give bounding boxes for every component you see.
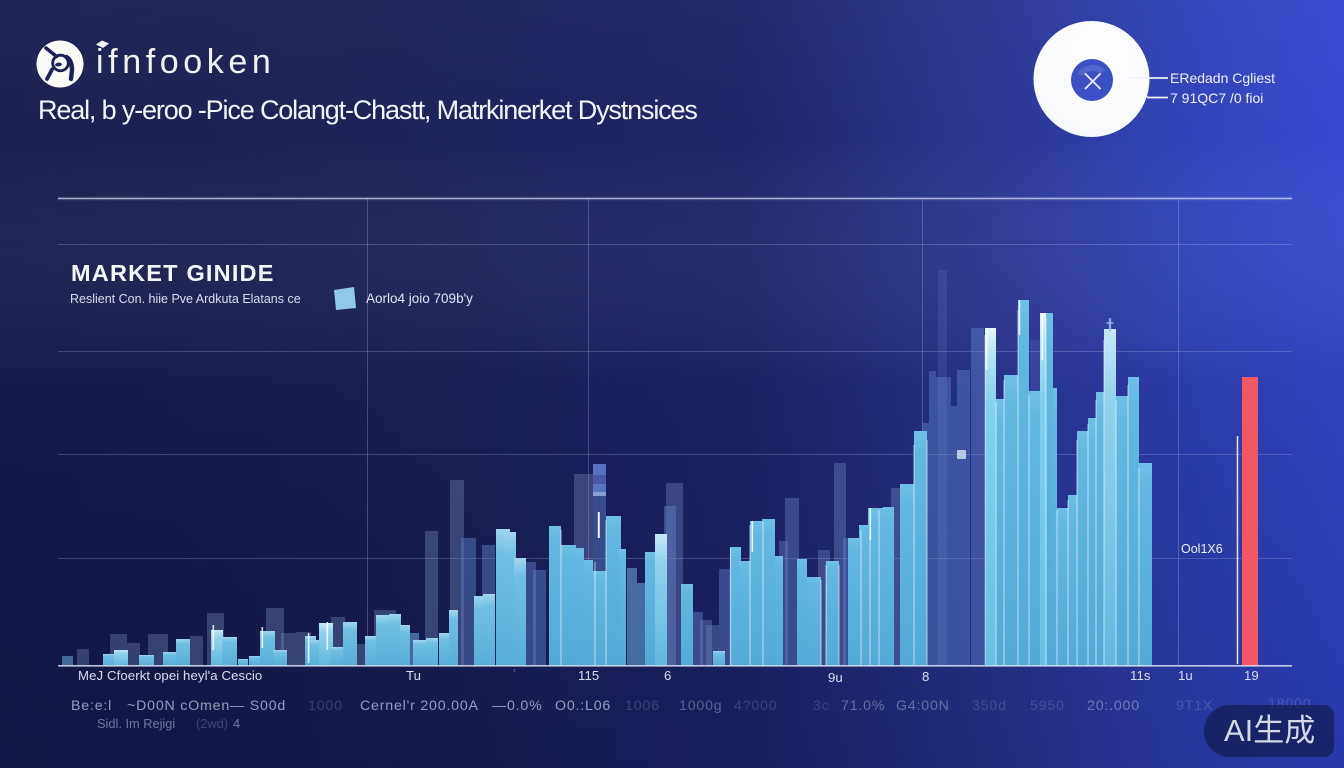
- svg-text:20:.000: 20:.000: [1087, 698, 1140, 714]
- svg-text:Aorlo4 joio 709b'y: Aorlo4 joio 709b'y: [366, 291, 473, 306]
- svg-text:5950: 5950: [1030, 698, 1065, 714]
- svg-text:Reslient Con. hiie Pve Ardkuta: Reslient Con. hiie Pve Ardkuta Elatans c…: [70, 292, 301, 306]
- svg-text:71.0%: 71.0%: [841, 698, 885, 714]
- svg-text:ERedadn Cgliest: ERedadn Cgliest: [1170, 70, 1275, 86]
- svg-text:Sidl. Im Rejigi: Sidl. Im Rejigi: [97, 716, 175, 731]
- svg-text:4: 4: [233, 716, 240, 731]
- svg-text:4?000: 4?000: [734, 698, 777, 714]
- svg-text:—0.0%: —0.0%: [492, 698, 543, 714]
- svg-text:3c: 3c: [813, 698, 830, 714]
- svg-text:ifnfooken: ifnfooken: [96, 43, 275, 81]
- svg-text:1000g: 1000g: [679, 698, 722, 714]
- svg-text:7 91QC7 /0 fioi: 7 91QC7 /0 fioi: [1170, 90, 1263, 106]
- svg-text:(2wd): (2wd): [196, 716, 228, 731]
- svg-text:': ': [513, 666, 516, 681]
- svg-text:Cernel'r 200.00A: Cernel'r 200.00A: [360, 698, 479, 714]
- svg-text:G4:00N: G4:00N: [896, 698, 950, 714]
- svg-text:1006: 1006: [625, 698, 660, 714]
- svg-text:Be:e:l: Be:e:l: [71, 698, 112, 714]
- svg-text:9T1X: 9T1X: [1176, 698, 1213, 714]
- svg-text:Ool1X6: Ool1X6: [1181, 542, 1223, 556]
- svg-text:Tu: Tu: [406, 668, 421, 683]
- svg-text:9u: 9u: [828, 670, 843, 685]
- svg-text:19: 19: [1244, 668, 1259, 683]
- svg-text:1000: 1000: [308, 698, 343, 714]
- svg-text:8: 8: [922, 669, 929, 684]
- svg-text:AI生成: AI生成: [1224, 713, 1315, 748]
- svg-text:MeJ Cfoerkt opei heyl'a Cescio: MeJ Cfoerkt opei heyl'a Cescio: [78, 668, 262, 683]
- svg-text:MARKET GINIDE: MARKET GINIDE: [71, 260, 275, 286]
- svg-text:O0.:L06: O0.:L06: [555, 698, 611, 714]
- svg-text:6: 6: [664, 668, 671, 683]
- svg-text:1u: 1u: [1178, 668, 1193, 683]
- svg-text:~D00N cOmen— S00d: ~D00N cOmen— S00d: [127, 698, 286, 714]
- svg-text:115: 115: [578, 668, 599, 683]
- svg-text:Real, b y-eroo -Pice Colangt-C: Real, b y-eroo -Pice Colangt-Chastt, Mat…: [38, 95, 697, 125]
- svg-text:11s: 11s: [1130, 668, 1151, 683]
- svg-text:350d: 350d: [972, 698, 1007, 714]
